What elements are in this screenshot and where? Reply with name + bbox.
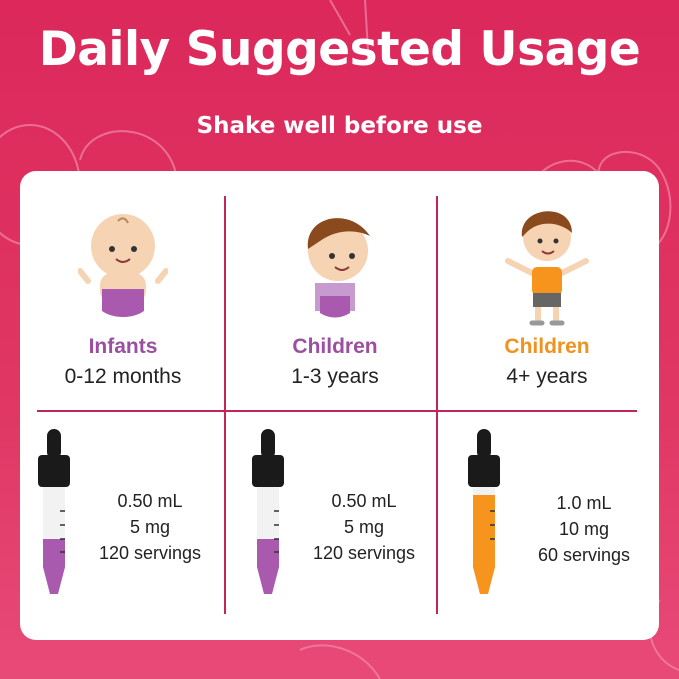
dose-volume: 0.50 mL <box>117 491 183 511</box>
baby-illustration <box>78 214 168 317</box>
group-label: Children <box>292 335 378 358</box>
dose-amount: 5 mg <box>343 517 385 537</box>
dose-servings: 120 servings <box>98 543 202 563</box>
subtitle: Shake well before use <box>196 113 483 139</box>
dose-amount: 5 mg <box>129 517 171 537</box>
child-illustration <box>505 211 589 326</box>
group-age: 1-3 years <box>291 365 379 388</box>
group-age: 0-12 months <box>64 365 182 388</box>
group-label: Children <box>504 335 590 358</box>
dropper-icon <box>252 429 284 594</box>
dropper-icon <box>468 429 500 594</box>
dose-info: 0.50 mL 5 mg 120 servings <box>294 488 434 566</box>
dose-volume: 0.50 mL <box>331 491 397 511</box>
dose-volume: 1.0 mL <box>556 493 612 513</box>
dose-info: 1.0 mL 10 mg 60 servings <box>514 490 654 568</box>
dose-info: 0.50 mL 5 mg 120 servings <box>80 488 220 566</box>
dose-servings: 60 servings <box>537 545 631 565</box>
divider <box>37 410 637 412</box>
dose-amount: 10 mg <box>558 519 610 539</box>
divider <box>224 196 226 614</box>
dropper-icon <box>38 429 70 594</box>
group-age: 4+ years <box>506 365 588 388</box>
page-title: Daily Suggested Usage <box>38 22 641 77</box>
divider <box>436 196 438 614</box>
usage-card: Infants 0-12 months 0.50 mL 5 mg 120 ser… <box>20 171 659 640</box>
dose-servings: 120 servings <box>312 543 416 563</box>
toddler-illustration <box>307 218 370 318</box>
group-label: Infants <box>88 335 158 358</box>
